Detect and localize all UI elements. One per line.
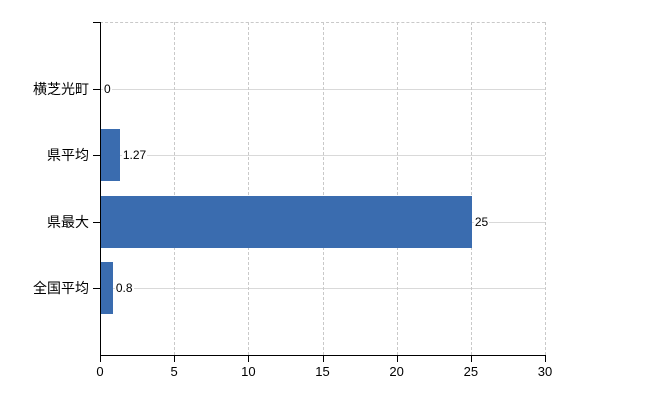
bar-value-label: 25 [473, 213, 490, 230]
bar-value-label: 1.27 [121, 147, 148, 164]
x-axis [100, 355, 546, 356]
x-tick-label: 10 [241, 364, 256, 379]
x-axis-tick [322, 356, 324, 362]
x-axis-tick [396, 356, 398, 362]
x-axis-tick [470, 356, 472, 362]
y-axis-tick [93, 88, 100, 90]
category-label: 県最大 [47, 213, 89, 230]
bar-value-label: 0.8 [114, 280, 134, 297]
x-tick-label: 0 [96, 364, 104, 379]
x-axis-tick [545, 356, 546, 362]
x-axis-tick [248, 356, 250, 362]
gridline-vertical [248, 22, 250, 355]
gridline-vertical [174, 22, 176, 355]
y-axis-tick [93, 288, 100, 290]
y-axis-tick [93, 22, 100, 23]
category-label: 県平均 [47, 147, 89, 164]
y-axis [100, 22, 101, 356]
x-axis-tick [100, 356, 101, 362]
x-tick-label: 25 [463, 364, 479, 379]
x-axis-tick [174, 356, 176, 362]
x-tick-label: 5 [170, 364, 178, 379]
category-label: 全国平均 [33, 280, 89, 297]
gridline-vertical [396, 22, 398, 355]
y-axis-tick [93, 155, 100, 157]
gridline-vertical [470, 22, 472, 355]
category-label: 横芝光町 [33, 80, 89, 97]
plot-top-border [100, 22, 545, 23]
bar [101, 262, 113, 315]
x-tick-label: 15 [315, 364, 330, 379]
x-tick-label: 30 [537, 364, 553, 379]
y-axis-tick [93, 221, 100, 223]
bar [101, 129, 120, 182]
gridline-vertical [545, 22, 546, 355]
bar-value-label: 0 [103, 80, 112, 97]
bar [101, 195, 472, 248]
gridline-vertical [322, 22, 324, 355]
x-tick-label: 20 [389, 364, 404, 379]
